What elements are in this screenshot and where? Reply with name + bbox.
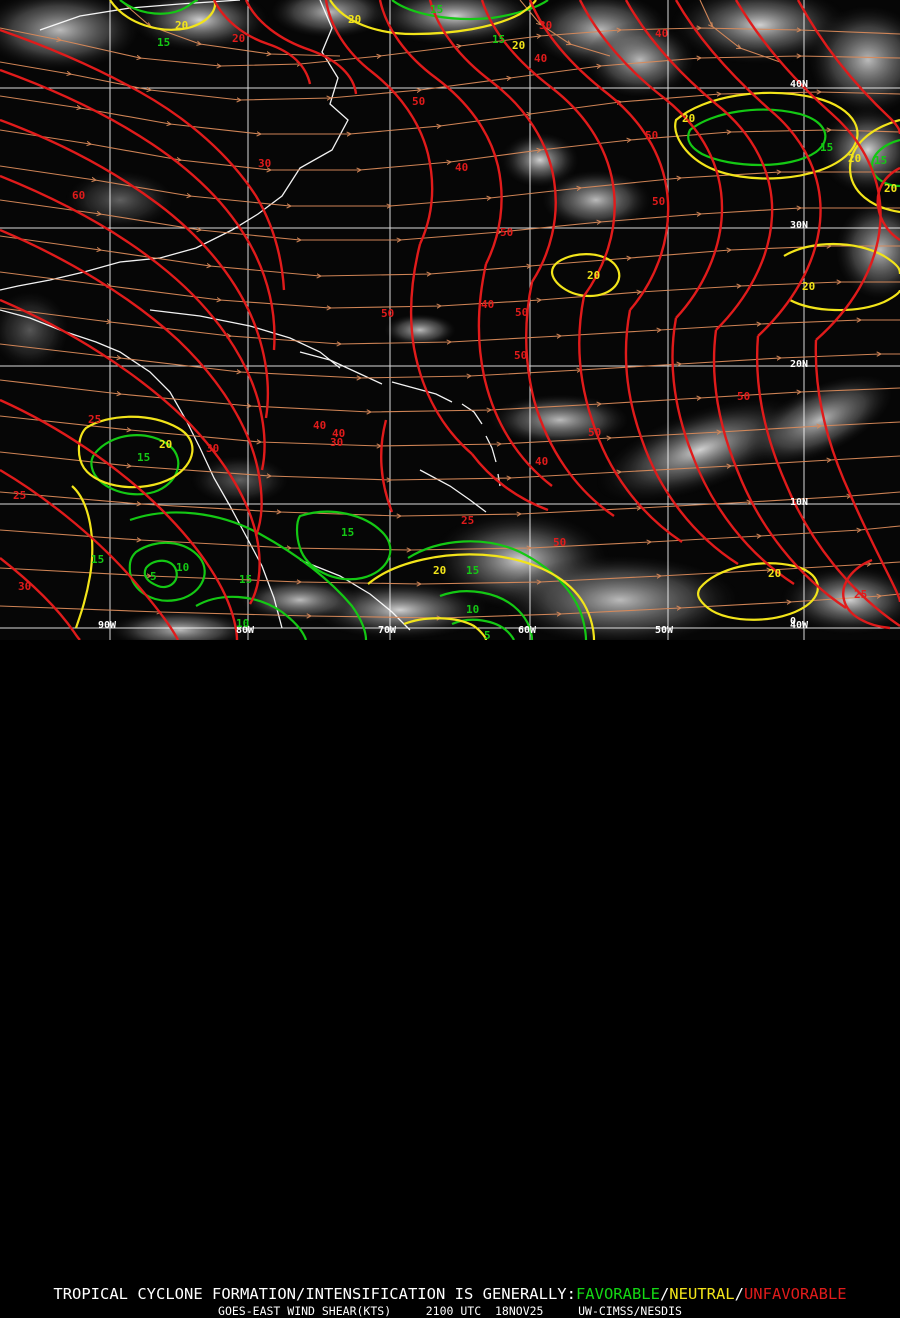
credit-label: UW-CIMSS/NESDIS — [578, 1304, 682, 1318]
grid-label-60w: 60W — [518, 625, 537, 636]
contour-label: 40 — [534, 52, 548, 65]
contour-label: 20 — [884, 182, 898, 195]
legend-separator-1: / — [659, 1285, 670, 1303]
contour-label: 20 — [768, 567, 782, 580]
contour-label: 20 — [802, 280, 816, 293]
contour-label: 50 — [737, 390, 751, 403]
grid-label-70w: 70W — [378, 625, 397, 636]
contour-label: 20 — [682, 112, 696, 125]
contour-label: 50 — [514, 349, 528, 362]
contour-label: 40 — [313, 419, 327, 432]
contour-label: 25 — [88, 413, 102, 426]
contour-label: 40 — [535, 455, 549, 468]
contour-label: 20 — [232, 32, 246, 45]
contour-label: 15 — [341, 526, 355, 539]
contour-label: 40 — [655, 27, 669, 40]
contour-label: 50 — [412, 95, 426, 108]
contour-label: 20 — [512, 39, 526, 52]
banner-text: TROPICAL CYCLONE FORMATION/INTENSIFICATI… — [53, 1285, 576, 1303]
contour-label: 50 — [652, 195, 666, 208]
contour-label: 50 — [381, 307, 395, 320]
product-source-line: GOES-EAST WIND SHEAR(KTS) 2100 UTC 18NOV… — [0, 1304, 900, 1318]
contour-label: 30 — [18, 580, 32, 593]
grid-label-20n: 20N — [790, 359, 809, 370]
shear-contours-green — [90, 0, 900, 640]
grid-label-0: 0 — [790, 616, 797, 627]
favorability-banner: TROPICAL CYCLONE FORMATION/INTENSIFICATI… — [0, 1285, 900, 1303]
grid-label-90w: 90W — [98, 620, 117, 631]
contour-label: 20 — [587, 269, 601, 282]
contour-label: 15 — [466, 564, 480, 577]
map-graphics — [0, 0, 900, 640]
legend-neutral: NEUTRAL — [669, 1285, 735, 1303]
grid-label-80w: 80W — [236, 625, 255, 636]
contour-label: 25 — [854, 588, 868, 601]
contour-label: 5 — [150, 570, 157, 583]
contour-label: 20 — [433, 564, 447, 577]
contour-label: 25 — [461, 514, 475, 527]
contour-label: 25 — [13, 489, 27, 502]
contour-label: 30 — [330, 436, 344, 449]
contour-label: 10 — [176, 561, 190, 574]
contour-label: 30 — [258, 157, 272, 170]
contour-label: 30 — [206, 442, 220, 455]
contour-label: 15 — [239, 573, 253, 586]
contour-label: 40 — [481, 298, 495, 311]
grid-label-40w: 40W — [790, 620, 809, 631]
time-label: 2100 UTC — [425, 1304, 482, 1318]
contour-label: 20 — [348, 13, 362, 26]
contour-label: 15 — [492, 33, 506, 46]
grid-label-30n: 30N — [790, 220, 809, 231]
contour-label: 40 — [332, 427, 346, 440]
contour-label: 15 — [430, 3, 444, 16]
contour-label: 5 — [484, 629, 491, 640]
legend-separator-2: / — [734, 1285, 744, 1303]
date-label: 18NOV25 — [495, 1304, 544, 1318]
contour-label: 10 — [236, 617, 250, 630]
contour-label: 50 — [588, 426, 602, 439]
contour-label: 15 — [157, 36, 171, 49]
contour-label: 50 — [500, 226, 514, 239]
satellite-label: GOES-EAST WIND SHEAR(KTS) — [218, 1304, 392, 1318]
shear-contours-red — [0, 0, 900, 640]
contour-label: 15 — [137, 451, 151, 464]
contour-label: 20 — [159, 438, 173, 451]
legend-unfavorable: UNFAVORABLE — [743, 1285, 847, 1303]
contour-label: 15 — [91, 553, 105, 566]
grid-label-50w: 50W — [655, 625, 674, 636]
contour-label: 40 — [455, 161, 469, 174]
product-footer: TROPICAL CYCLONE FORMATION/INTENSIFICATI… — [0, 640, 900, 1318]
grid-label-40n: 40N — [790, 79, 809, 90]
grid-label-10n: 10N — [790, 497, 809, 508]
legend-favorable: FAVORABLE — [575, 1285, 660, 1303]
contour-label: 30 — [539, 19, 553, 32]
contour-label: 10 — [466, 603, 480, 616]
contour-label: 20 — [848, 152, 862, 165]
contour-label: 15 — [820, 141, 834, 154]
contour-label: 50 — [515, 306, 529, 319]
contour-label: 50 — [645, 129, 659, 142]
contour-label: 15 — [874, 154, 888, 167]
contour-label: 50 — [553, 536, 567, 549]
contour-label: 20 — [175, 19, 189, 32]
contour-label: 60 — [72, 189, 86, 202]
map-canvas[interactable]: 40N 30N 20N 10N 0 90W 80W 70W 60W 50W 40… — [0, 0, 900, 640]
